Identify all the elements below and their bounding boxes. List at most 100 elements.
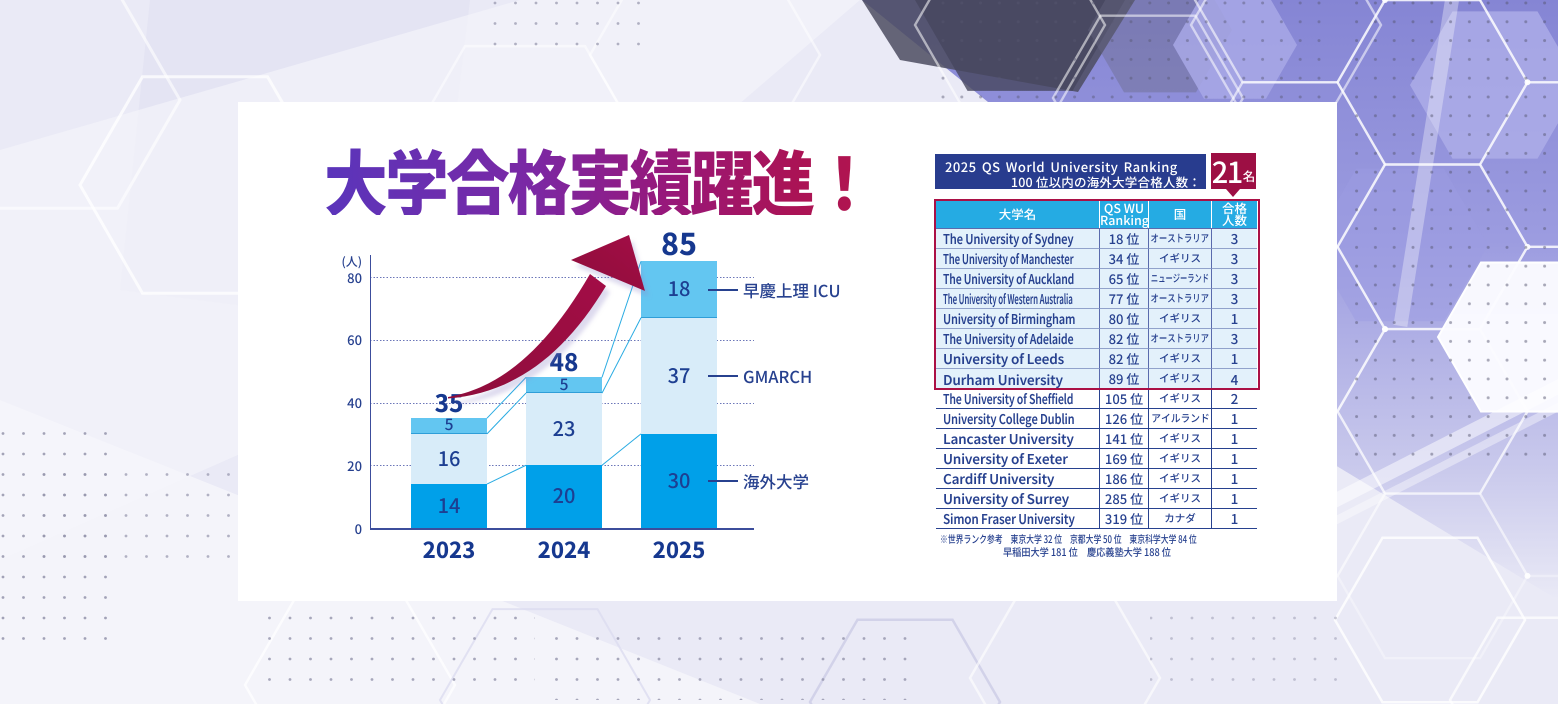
university-ranking-table: 大学名 QS WU Ranking 国合格 人数 The University of Sy… (936, 201, 1257, 529)
badge-value: 21 (1211, 150, 1244, 192)
bar-2025-segment-2 (641, 261, 717, 318)
bg-shape (968, 594, 1162, 704)
cell-university: University of Exeter (936, 448, 1100, 469)
segment-value: 18 (667, 273, 691, 303)
y-tick-0: 0 (354, 518, 362, 538)
cell-count: 3 (1212, 268, 1257, 289)
bg-shape (1478, 410, 1558, 578)
cell-count: 4 (1230, 368, 1239, 389)
table-row: The University of Sheffield 105 位イギリス 2 (936, 388, 1257, 409)
cell-rank: 77 位 (1100, 288, 1149, 309)
table-row: Durham University 89 位イギリス 4 (936, 368, 1257, 389)
table-header-row: 大学名 QS WU Ranking 国合格 人数 (936, 201, 1257, 229)
legend-label-1: GMARCH (743, 363, 813, 388)
bar-2023-segment-0 (411, 484, 487, 528)
qs-ranking-banner: 2025 QS World University Ranking 100 位以内… (935, 154, 1206, 191)
bar-2025-segment-0 (641, 433, 717, 528)
column-header-2: 国 (1149, 201, 1212, 228)
infographic-card: 大学合格実績躍進！ 0 20 40 60 80 (人) 14 16 5 35 2023 20 23 5 48… (238, 102, 1337, 601)
bg-shape (480, 0, 645, 50)
banner-line2: 100 位以内の海外大学合格人数： (1010, 172, 1201, 191)
cell-university: Simon Fraser University (936, 508, 1100, 529)
segment-value: 20 (552, 480, 576, 510)
cell-country: オーストラリア (1149, 228, 1212, 249)
bg-shape (1336, 492, 1529, 660)
banner-line1: 2025 QS World University Ranking (945, 157, 1178, 176)
total-2024: 48 (549, 343, 579, 379)
cell-country: アイルランド (1149, 408, 1212, 429)
x-label-2023: 2023 (422, 533, 476, 565)
bg-shape (545, 625, 920, 700)
table-row: Simon Fraser University 319 位カナダ 1 (936, 508, 1257, 529)
cell-university: University of Surrey (936, 488, 1100, 509)
badge-tail-pointer (1226, 188, 1240, 197)
table-row: The University of Adelaide 82 位オーストラリア 3 (936, 328, 1257, 349)
cell-country: オーストラリア (1149, 328, 1212, 349)
legend-dash-2 (708, 288, 738, 291)
cell-university: University College Dublin (936, 408, 1100, 429)
legend-dash-0 (708, 479, 738, 482)
cell-rank: 319 位 (1100, 508, 1149, 529)
cell-count: 1 (1212, 508, 1257, 529)
segment-value: 14 (437, 489, 461, 519)
bg-shape (0, 0, 182, 210)
page-title: 大学合格実績躍進！ (324, 126, 876, 231)
x-label-2025: 2025 (652, 533, 706, 565)
y-tick-40: 40 (347, 393, 362, 412)
cell-country: イギリス (1149, 428, 1212, 449)
cell-count: 1 (1212, 448, 1257, 469)
cell-university: The University of Sydney (936, 228, 1100, 249)
bar-2024-segment-0 (526, 465, 602, 528)
footnote-line1-text: ※世界ランク参考 東京大学 32 位 京都大学 50 位 東京科学大学 84 位 (940, 532, 1197, 547)
bg-shape (1448, 616, 1558, 704)
cell-university: Durham University (936, 368, 1100, 389)
cell-university: Cardiff University (936, 468, 1100, 489)
cell-university: The University of Manchester (936, 248, 1100, 269)
total-count-badge: 21 名 (1211, 150, 1256, 197)
table-row: The University of Auckland 65 位ニュージーランド 3 (936, 268, 1257, 289)
cell-rank: 105 位 (1100, 388, 1149, 409)
table-row: The University of Western Australia 77 位オ… (936, 288, 1257, 309)
cell-count: 3 (1212, 328, 1257, 349)
total-2023: 35 (434, 384, 464, 420)
cell-country: イギリス (1149, 488, 1212, 509)
cell-country: イギリス (1149, 468, 1212, 489)
cell-country: イギリス (1149, 388, 1212, 409)
cell-rank: 89 位 (1100, 368, 1149, 389)
bar-2024-segment-1 (526, 393, 602, 466)
cell-count: 2 (1212, 388, 1257, 409)
table-row: University of Leeds 82 位イギリス 1 (936, 348, 1257, 369)
cell-university: Lancaster University (936, 428, 1100, 449)
footnote-line1: ※世界ランク参考 東京大学 32 位 京都大学 50 位 東京科学大学 84 位 (940, 532, 1284, 547)
cell-country: イギリス (1149, 448, 1212, 469)
cell-rank: 186 位 (1100, 468, 1149, 489)
cell-count: 3 (1212, 228, 1257, 249)
table-row: The University of Sydney 18 位オーストラリア 3 (936, 228, 1257, 249)
table-row: University of Exeter 169 位イギリス 1 (936, 448, 1257, 469)
cell-count: 3 (1212, 248, 1257, 269)
legend-label-2: 早慶上理 ICU (743, 277, 841, 302)
table-row: Lancaster University 141 位イギリス 1 (936, 428, 1257, 449)
x-axis (369, 528, 754, 530)
bg-shape (1524, 572, 1531, 579)
total-2025: 85 (661, 220, 697, 265)
segment-value: 5 (444, 413, 454, 436)
cell-rank: 141 位 (1100, 428, 1149, 449)
column-header-3: 合格 人数 (1221, 197, 1247, 230)
bg-shape (808, 618, 1002, 704)
cell-university: The University of Auckland (936, 268, 1100, 289)
cell-country: イギリス (1149, 368, 1212, 389)
cell-university: The University of Sheffield (936, 388, 1100, 409)
cell-university: The University of Western Australia (936, 288, 1100, 309)
bar-2023-segment-2 (411, 418, 487, 434)
cell-rank: 34 位 (1100, 248, 1149, 269)
cell-count: 1 (1212, 488, 1257, 509)
cell-count: 1 (1212, 408, 1257, 429)
table-row: Cardiff University 186 位イギリス 1 (936, 468, 1257, 489)
cell-country: イギリス (1149, 248, 1212, 269)
segment-value: 37 (667, 359, 691, 389)
cell-rank: 169 位 (1100, 448, 1149, 469)
legend-label-0: 海外大学 (743, 468, 809, 493)
bar-2023-segment-1 (411, 433, 487, 485)
cell-country: イギリス (1149, 308, 1212, 329)
